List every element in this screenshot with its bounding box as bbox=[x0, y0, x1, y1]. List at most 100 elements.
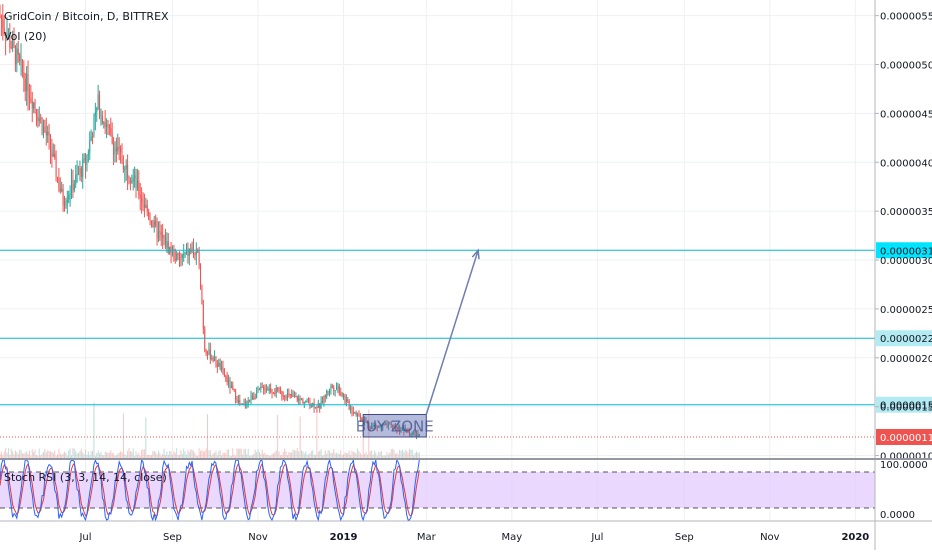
volume-bar bbox=[341, 455, 343, 458]
volume-bar bbox=[71, 455, 73, 458]
volume-bar bbox=[327, 450, 329, 458]
candle-body bbox=[278, 388, 280, 390]
candle-body bbox=[254, 397, 256, 399]
volume-bar bbox=[392, 448, 394, 458]
candle-body bbox=[188, 249, 190, 256]
volume-bar bbox=[209, 450, 211, 458]
volume-bar bbox=[343, 454, 345, 458]
candle-body bbox=[306, 399, 308, 402]
candle-body bbox=[215, 356, 217, 365]
volume-bar bbox=[214, 452, 216, 458]
volume-bar bbox=[396, 453, 398, 458]
projection-arrow-line bbox=[425, 250, 479, 415]
candle-body bbox=[12, 39, 14, 48]
candle-body bbox=[316, 407, 318, 409]
volume-bar bbox=[55, 455, 57, 458]
volume-bar bbox=[176, 448, 178, 458]
candle-body bbox=[396, 427, 398, 430]
buy-zone-rect[interactable] bbox=[362, 413, 427, 438]
volume-bar bbox=[308, 454, 310, 458]
volume-bar bbox=[79, 451, 81, 458]
candle-body bbox=[59, 188, 61, 192]
volume-bar bbox=[378, 452, 380, 458]
candle-body bbox=[229, 379, 231, 388]
volume-bar bbox=[376, 455, 378, 458]
volume-bar bbox=[415, 451, 417, 458]
buy-zone[interactable]: BUY ZONE bbox=[356, 413, 434, 438]
volume-bar bbox=[359, 453, 361, 458]
candle-body bbox=[99, 94, 101, 118]
volume-bar bbox=[3, 451, 5, 458]
candle-body bbox=[106, 123, 108, 127]
volume-bar bbox=[190, 449, 192, 458]
volume-bar bbox=[406, 451, 408, 458]
volume-bar bbox=[309, 453, 311, 458]
candle-body bbox=[343, 395, 345, 397]
candle-body bbox=[66, 200, 68, 203]
volume-bar bbox=[271, 453, 273, 458]
volume-bar bbox=[61, 454, 63, 458]
volume-bar bbox=[369, 451, 371, 458]
volume-bar bbox=[30, 455, 32, 458]
volume-bar bbox=[410, 449, 412, 458]
candle-body bbox=[135, 175, 137, 188]
volume-bar bbox=[66, 455, 68, 458]
candle-body bbox=[156, 224, 158, 238]
volume-bar bbox=[239, 448, 241, 458]
volume-bar bbox=[202, 451, 204, 458]
volume-bar bbox=[244, 448, 246, 458]
candle-body bbox=[162, 234, 164, 238]
volume-bar bbox=[334, 453, 336, 458]
projection-arrow[interactable] bbox=[425, 248, 480, 415]
candle-body bbox=[373, 425, 375, 427]
candle-body bbox=[62, 189, 64, 206]
candle-body bbox=[19, 54, 21, 61]
x-tick-label: Nov bbox=[248, 532, 268, 543]
candle-body bbox=[202, 304, 204, 329]
candle-body bbox=[411, 432, 413, 434]
candle-body bbox=[386, 423, 388, 427]
volume-bar bbox=[352, 452, 354, 458]
candle-body bbox=[10, 47, 12, 49]
candle-body bbox=[200, 266, 202, 287]
candle-body bbox=[393, 426, 395, 428]
volume-bar bbox=[366, 454, 368, 458]
candle-body bbox=[376, 425, 378, 427]
volume-bar bbox=[100, 451, 102, 458]
volume-bar bbox=[128, 448, 130, 458]
candle-body bbox=[14, 45, 16, 65]
volume-bar bbox=[52, 453, 54, 458]
candle-body bbox=[296, 396, 298, 401]
volume-bar bbox=[247, 448, 249, 458]
candle-body bbox=[389, 423, 391, 425]
volume-bar bbox=[86, 454, 88, 458]
candle-body bbox=[82, 159, 84, 177]
volume-bar bbox=[83, 454, 85, 458]
candle-body bbox=[243, 402, 245, 404]
volume-bar bbox=[317, 452, 319, 458]
volume-bar bbox=[120, 451, 122, 458]
candle-body bbox=[295, 396, 297, 398]
candle-body bbox=[303, 401, 305, 404]
volume-bar bbox=[418, 452, 420, 458]
volume-bar bbox=[306, 454, 308, 458]
volume-bar bbox=[89, 455, 91, 458]
volume-bar bbox=[333, 449, 335, 458]
volume-bar bbox=[148, 454, 150, 458]
volume-bar bbox=[230, 455, 232, 458]
candle-body bbox=[155, 220, 157, 225]
volume-bar bbox=[345, 453, 347, 458]
candle-body bbox=[403, 428, 405, 432]
candle-body bbox=[61, 189, 63, 192]
x-tick-label: May bbox=[501, 532, 522, 543]
candle-body bbox=[24, 79, 26, 91]
candle-body bbox=[223, 369, 225, 376]
candle-body bbox=[414, 431, 416, 437]
volume-bar bbox=[114, 455, 116, 458]
stoch-k-line bbox=[0, 458, 420, 522]
volume-bar bbox=[205, 448, 207, 458]
volume-bar bbox=[166, 451, 168, 458]
